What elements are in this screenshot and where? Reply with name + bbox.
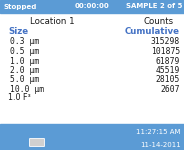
Text: 1.0 μm: 1.0 μm [10, 57, 39, 66]
Text: 101875: 101875 [151, 47, 180, 56]
Text: 45519: 45519 [156, 66, 180, 75]
Text: SAMPLE 2 of 5: SAMPLE 2 of 5 [126, 3, 182, 9]
Text: 5.0 μm: 5.0 μm [10, 75, 39, 84]
Text: 2.0 μm: 2.0 μm [10, 66, 39, 75]
Text: 61879: 61879 [156, 57, 180, 66]
Text: 11:27:15 AM: 11:27:15 AM [137, 129, 181, 135]
Text: Location 1: Location 1 [30, 18, 74, 27]
Text: 10.0 μm: 10.0 μm [10, 85, 44, 94]
Bar [0, 0, 184, 13]
FancyBboxPatch shape [29, 138, 45, 147]
Text: 0.5 μm: 0.5 μm [10, 47, 39, 56]
Text: Stopped: Stopped [3, 3, 36, 9]
Bar [0, 124, 184, 150]
Text: 2607: 2607 [160, 85, 180, 94]
Text: Cumulative: Cumulative [125, 27, 180, 36]
Text: 1.0 F³: 1.0 F³ [8, 93, 31, 102]
Text: 315298: 315298 [151, 38, 180, 46]
Text: 28105: 28105 [156, 75, 180, 84]
Text: Size: Size [8, 27, 28, 36]
Text: 0.3 μm: 0.3 μm [10, 38, 39, 46]
Text: 00:00:00: 00:00:00 [75, 3, 109, 9]
Text: 11-14-2011: 11-14-2011 [140, 142, 181, 148]
Text: Counts: Counts [144, 18, 174, 27]
